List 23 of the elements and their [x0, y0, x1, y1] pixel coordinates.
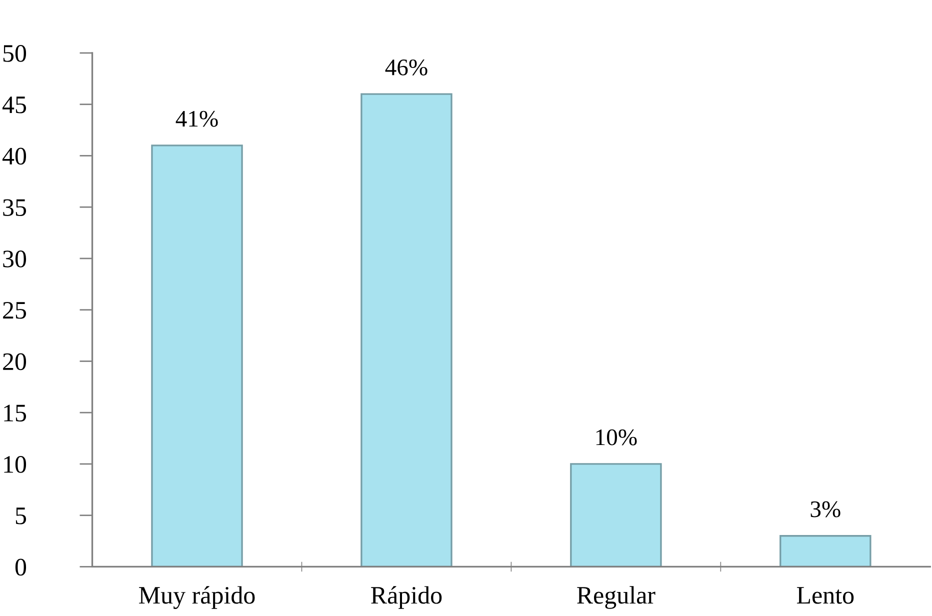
data-label: 46% — [385, 59, 428, 76]
y-tick-label: 20 — [3, 353, 26, 370]
data-label: 41% — [176, 110, 218, 127]
y-tick-label: 30 — [3, 250, 26, 268]
bar — [570, 463, 662, 567]
y-tick-label: 45 — [2, 96, 26, 114]
x-tick-label: Muy rápido — [139, 586, 255, 609]
y-tick-label: 50 — [3, 45, 26, 62]
x-tick-label: Rápido — [371, 586, 442, 609]
x-tick-label: Lento — [796, 587, 854, 604]
y-tick-label: 5 — [16, 508, 26, 524]
y-tick-label: 35 — [3, 199, 26, 216]
bar — [360, 93, 452, 567]
bar — [780, 535, 872, 567]
y-tick-label: 10 — [4, 456, 26, 473]
y-tick-label: 0 — [15, 558, 26, 576]
y-tick-label: 25 — [3, 302, 26, 319]
data-label: 3% — [810, 501, 840, 518]
data-label: 10% — [596, 429, 637, 446]
bar — [151, 144, 243, 567]
y-tick-label: 40 — [2, 148, 26, 165]
x-tick-label: Regular — [577, 586, 656, 609]
y-tick-label: 15 — [4, 404, 26, 422]
